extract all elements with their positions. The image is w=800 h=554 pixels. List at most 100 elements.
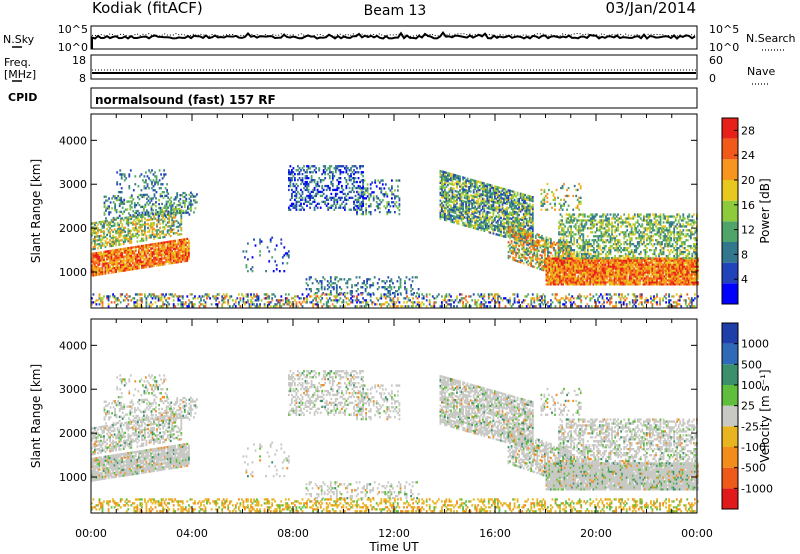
data-cell [365, 211, 367, 213]
data-cell [109, 231, 111, 233]
data-cell [145, 206, 147, 208]
data-cell [180, 261, 182, 263]
data-cell [580, 269, 582, 271]
data-cell [196, 193, 198, 195]
data-cell [489, 206, 491, 208]
data-cell [518, 214, 520, 216]
data-cell [491, 185, 493, 187]
data-cell [361, 205, 363, 207]
data-cell [131, 202, 133, 204]
data-cell [479, 211, 481, 213]
data-cell [386, 205, 388, 207]
data-cell [149, 229, 151, 231]
data-cell [141, 173, 143, 175]
data-cell [327, 280, 329, 282]
data-cell [561, 275, 563, 277]
data-cell [156, 223, 158, 225]
beam-title: Beam 13 [364, 3, 427, 19]
data-cell [390, 205, 392, 207]
data-cell [151, 205, 153, 207]
data-cell [343, 171, 345, 173]
data-cell [358, 197, 360, 199]
data-cell [115, 230, 117, 232]
data-cell [164, 215, 166, 217]
data-cell [532, 232, 534, 234]
data-cell [399, 197, 401, 199]
data-cell [135, 229, 137, 231]
data-cell [532, 204, 534, 206]
data-cell [514, 199, 516, 201]
data-cell [291, 169, 293, 171]
data-cell [170, 235, 172, 237]
data-cell [344, 209, 346, 211]
data-cell [509, 190, 511, 192]
data-cell [333, 175, 335, 177]
data-cell [296, 203, 298, 205]
data-cell [353, 185, 355, 187]
data-cell [188, 253, 190, 255]
data-cell [143, 196, 145, 198]
nsearch-trace [92, 34, 695, 37]
data-cell [164, 226, 166, 228]
data-cell [306, 205, 308, 207]
data-cell [493, 213, 495, 215]
data-cell [511, 242, 513, 244]
data-cell [621, 275, 623, 277]
data-cell [336, 167, 338, 169]
data-cell [570, 267, 572, 269]
data-cell [489, 224, 491, 226]
data-cell [400, 282, 402, 284]
data-cell [468, 180, 470, 182]
data-cell [630, 275, 632, 277]
data-cell [517, 192, 519, 194]
data-cell [511, 230, 513, 232]
data-cell [486, 215, 488, 217]
data-cell [321, 280, 323, 282]
data-cell [591, 277, 593, 279]
data-cell [105, 196, 107, 198]
data-cell [570, 277, 572, 279]
data-cell [406, 290, 408, 292]
data-cell [302, 193, 304, 195]
data-cell [483, 208, 485, 210]
data-cell [670, 262, 672, 264]
data-cell [506, 211, 508, 213]
data-cell [317, 193, 319, 195]
data-cell [652, 279, 654, 281]
nsearch-label: N.Search [746, 32, 796, 45]
data-cell [652, 277, 654, 279]
data-cell [157, 211, 159, 213]
data-cell [365, 209, 367, 211]
data-cell [344, 193, 346, 195]
data-cell [94, 246, 96, 248]
data-cell [527, 244, 529, 246]
power-data [91, 165, 699, 307]
data-cell [356, 209, 358, 211]
data-cell [314, 209, 316, 211]
data-cell [527, 242, 529, 244]
data-cell [305, 199, 307, 201]
data-cell [330, 193, 332, 195]
data-cell [530, 235, 532, 237]
data-cell [391, 179, 393, 181]
data-cell [400, 286, 402, 288]
data-cell [334, 282, 336, 284]
data-cell [370, 211, 372, 213]
data-cell [96, 274, 98, 276]
data-cell [520, 208, 522, 210]
data-cell [479, 217, 481, 219]
data-cell [641, 267, 643, 269]
data-cell [591, 267, 593, 269]
data-cell [336, 193, 338, 195]
data-cell [377, 282, 379, 284]
data-cell [302, 177, 304, 179]
data-cell [148, 213, 150, 215]
data-cell [135, 266, 137, 268]
data-cell [552, 254, 554, 256]
data-cell [580, 262, 582, 264]
data-cell [462, 206, 464, 208]
data-cell [114, 223, 116, 225]
data-cell [473, 191, 475, 193]
data-cell [195, 195, 197, 197]
data-cell [308, 195, 310, 197]
